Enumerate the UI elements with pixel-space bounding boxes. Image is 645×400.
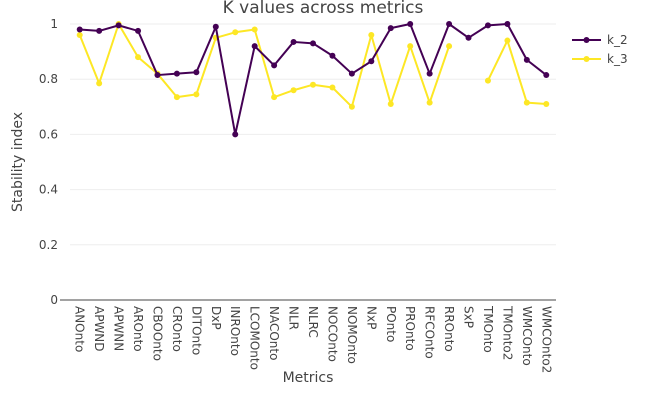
x-tick-label: NxP bbox=[364, 306, 378, 329]
x-tick-label: DITOnto bbox=[189, 306, 203, 355]
x-tick-label: CROnto bbox=[170, 306, 184, 352]
x-tick-label: SxP bbox=[462, 306, 476, 328]
y-tick-label: 1 bbox=[50, 17, 58, 31]
legend-label-k_3: k_3 bbox=[607, 52, 628, 66]
x-tick-label: TMOnto bbox=[481, 305, 495, 353]
data-point-k_2 bbox=[348, 70, 355, 77]
y-tick-label: 0.6 bbox=[39, 127, 58, 141]
data-point-k_3 bbox=[135, 54, 142, 61]
y-tick-label: 0.8 bbox=[39, 72, 58, 86]
x-tick-label: DxP bbox=[209, 306, 223, 330]
y-tick-label: 0.2 bbox=[39, 238, 58, 252]
data-point-k_2 bbox=[329, 52, 336, 59]
data-point-k_2 bbox=[368, 58, 375, 65]
x-tick-label: INROnto bbox=[228, 306, 242, 356]
x-tick-label: NLRC bbox=[306, 306, 320, 338]
x-tick-label: NOCOnto bbox=[325, 306, 339, 362]
data-point-k_2 bbox=[76, 26, 83, 33]
data-point-k_3 bbox=[407, 43, 414, 50]
data-point-k_2 bbox=[426, 70, 433, 77]
data-point-k_3 bbox=[271, 94, 278, 101]
x-tick-label: NOMOnto bbox=[345, 306, 359, 364]
x-axis-title: Metrics bbox=[283, 370, 334, 386]
data-point-k_2 bbox=[504, 21, 511, 27]
data-point-k_2 bbox=[251, 43, 258, 50]
x-tick-label: LCOMOnto bbox=[248, 306, 262, 370]
data-point-k_3 bbox=[368, 32, 375, 39]
axes: 0 0.2 0.4 0.6 0.8 1 ANOnto APWND APWNN AROnto CBOO… bbox=[39, 17, 556, 373]
data-point-k_2 bbox=[446, 21, 453, 27]
data-point-k_2 bbox=[543, 72, 550, 79]
data-point-k_2 bbox=[115, 22, 122, 29]
x-tick-label: WMCOnto2 bbox=[539, 306, 553, 373]
data-point-k_3 bbox=[310, 81, 316, 88]
data-point-k_2 bbox=[212, 23, 219, 30]
data-point-k_2 bbox=[407, 21, 414, 27]
series bbox=[76, 21, 550, 138]
x-tick-label: ANOnto bbox=[73, 306, 87, 352]
labels: K values across metrics Metrics Stabilit… bbox=[10, 0, 424, 386]
legend-swatch-marker-k_3 bbox=[583, 56, 590, 62]
data-point-k_3 bbox=[193, 91, 200, 98]
data-point-k_2 bbox=[271, 62, 278, 69]
y-tick-label: 0.4 bbox=[39, 183, 58, 197]
data-point-k_3 bbox=[290, 87, 297, 94]
data-point-k_2 bbox=[484, 22, 491, 29]
chart-title: K values across metrics bbox=[223, 0, 424, 18]
x-tick-label: TMOnto2 bbox=[500, 305, 514, 360]
legend: k_2k_3 bbox=[572, 33, 628, 66]
data-point-k_2 bbox=[232, 131, 239, 138]
data-point-k_3 bbox=[232, 29, 239, 36]
data-point-k_3 bbox=[446, 43, 453, 50]
data-point-k_3 bbox=[173, 94, 180, 101]
gridlines bbox=[70, 23, 556, 246]
data-point-k_2 bbox=[523, 56, 530, 63]
x-tick-label: APWND bbox=[92, 306, 106, 352]
x-tick-label: APWNN bbox=[112, 306, 126, 351]
x-tick-label: PROnto bbox=[403, 306, 417, 351]
data-point-k_3 bbox=[426, 99, 433, 106]
x-tick-label: RFCOnto bbox=[423, 306, 437, 359]
series-line-k_3 bbox=[78, 23, 547, 108]
legend-swatch-marker-k_2 bbox=[583, 37, 590, 43]
data-point-k_2 bbox=[310, 40, 316, 47]
x-tick-label: CBOOnto bbox=[150, 306, 164, 361]
data-point-k_3 bbox=[348, 103, 355, 110]
data-point-k_2 bbox=[387, 25, 394, 32]
data-point-k_2 bbox=[135, 27, 142, 34]
data-point-k_3 bbox=[504, 37, 511, 44]
data-point-k_2 bbox=[173, 70, 180, 77]
data-point-k_2 bbox=[465, 34, 472, 41]
data-point-k_3 bbox=[96, 80, 103, 87]
data-point-k_2 bbox=[193, 69, 200, 76]
data-point-k_3 bbox=[484, 77, 491, 84]
x-tick-label: RROnto bbox=[442, 306, 456, 352]
y-axis-title: Stability index bbox=[10, 112, 26, 212]
legend-label-k_2: k_2 bbox=[607, 33, 628, 47]
y-tick-label: 0 bbox=[50, 293, 58, 307]
data-point-k_3 bbox=[523, 99, 530, 106]
x-tick-label: POnto bbox=[384, 306, 398, 342]
x-tick-label: AROnto bbox=[131, 306, 145, 352]
data-point-k_2 bbox=[96, 27, 103, 34]
data-point-k_3 bbox=[387, 101, 394, 108]
data-point-k_3 bbox=[543, 101, 550, 108]
x-tick-label: NLR bbox=[287, 306, 301, 330]
data-point-k_2 bbox=[290, 38, 297, 45]
data-point-k_3 bbox=[76, 32, 83, 39]
data-point-k_3 bbox=[251, 26, 258, 33]
x-tick-label: NACOnto bbox=[267, 306, 281, 360]
data-point-k_2 bbox=[154, 72, 161, 79]
x-tick-label: WMCOnto bbox=[520, 306, 534, 366]
data-point-k_3 bbox=[329, 84, 336, 91]
